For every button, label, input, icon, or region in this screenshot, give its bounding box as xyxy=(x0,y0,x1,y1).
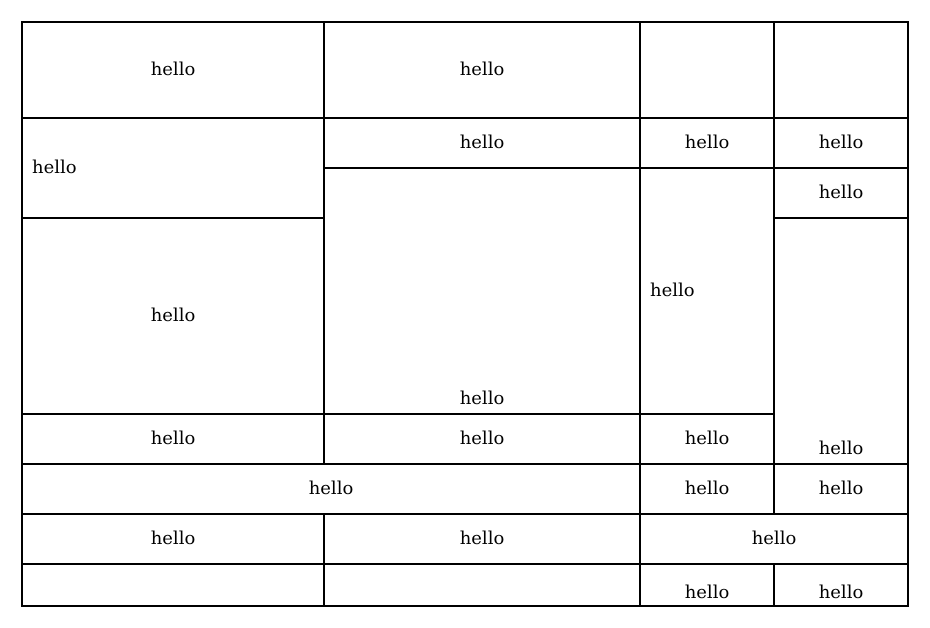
table-cell: hello xyxy=(639,463,775,515)
table-cell: hello xyxy=(21,217,325,415)
table-cell: hello xyxy=(323,21,641,119)
hello-table: hello hello hello hello hello hello hell… xyxy=(21,21,909,607)
table-cell: hello xyxy=(21,413,325,465)
table-cell xyxy=(323,563,641,607)
table-cell xyxy=(773,21,909,119)
table-cell: hello xyxy=(773,463,909,515)
table-cell: hello xyxy=(21,513,325,565)
table-row: hello hello hello xyxy=(21,413,908,465)
table-cell: hello xyxy=(323,167,641,415)
table-cell: hello xyxy=(773,117,909,169)
table-cell: hello xyxy=(21,463,641,515)
table-cell: hello xyxy=(323,117,641,169)
table-cell: hello xyxy=(21,117,325,219)
table-cell: hello xyxy=(639,563,775,607)
table-row: hello hello xyxy=(21,563,909,607)
table-cell: hello xyxy=(639,413,775,465)
table-cell: hello xyxy=(773,217,909,465)
table-cell: hello xyxy=(323,513,641,565)
table-cell: hello xyxy=(639,117,775,169)
table-cell: hello xyxy=(639,167,775,415)
table-cell: hello xyxy=(773,563,909,607)
table-cell: hello xyxy=(639,513,909,565)
table-row: hello hello xyxy=(21,217,909,465)
table-row: hello hello hello hello xyxy=(21,117,909,219)
table-cell: hello xyxy=(773,167,909,219)
table-cell: hello xyxy=(323,413,641,465)
table-cell xyxy=(639,21,775,119)
table-cell: hello xyxy=(21,21,325,119)
table-row: hello hello hello xyxy=(22,167,909,415)
table-row: hello hello xyxy=(21,21,909,119)
table-row: hello hello hello xyxy=(21,513,909,565)
table-cell xyxy=(21,563,325,607)
table-row: hello hello hello xyxy=(21,463,909,515)
